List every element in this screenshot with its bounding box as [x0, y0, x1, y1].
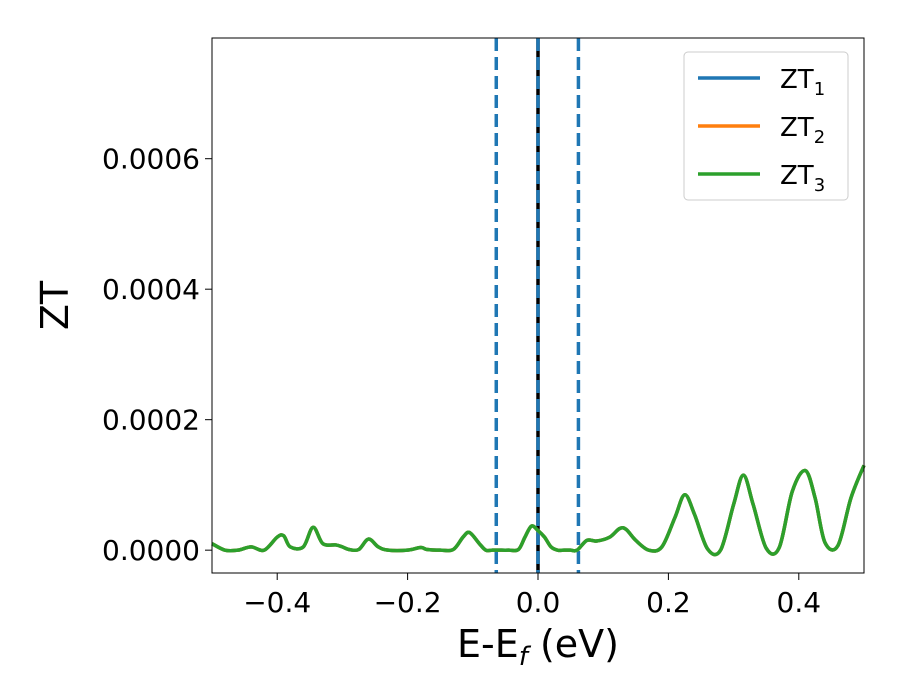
y-axis-label: ZT [33, 280, 77, 330]
legend-label-2: ZT2 [780, 113, 825, 148]
x-tick-label: −0.4 [243, 586, 311, 619]
y-axis-ticks: 0.0000 0.0002 0.0004 0.0006 [102, 143, 212, 567]
legend: ZT1 ZT2 ZT3 [683, 51, 849, 201]
x-tick-label: 0.2 [646, 586, 691, 619]
x-tick-label: 0.0 [516, 586, 561, 619]
y-tick-label: 0.0002 [102, 404, 200, 437]
y-tick-label: 0.0006 [102, 143, 200, 176]
x-tick-label: 0.4 [777, 586, 822, 619]
series-lines [211, 464, 866, 557]
y-tick-label: 0.0000 [102, 534, 200, 567]
legend-label-3: ZT3 [780, 161, 825, 196]
series-line-3 [211, 464, 866, 557]
reference-lines [494, 38, 581, 573]
legend-box [683, 51, 849, 201]
y-tick-label: 0.0004 [102, 273, 200, 306]
x-axis-ticks: −0.4 −0.2 0.0 0.2 0.4 [243, 573, 821, 619]
x-axis-label: E-Ef (eV) [457, 622, 619, 672]
x-tick-label: −0.2 [374, 586, 442, 619]
legend-label-1: ZT1 [780, 65, 825, 100]
